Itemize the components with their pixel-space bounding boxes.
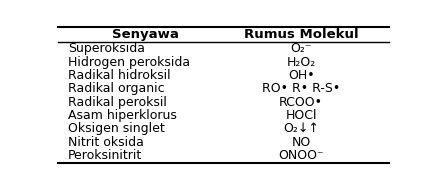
Text: H₂O₂: H₂O₂ [286, 56, 316, 69]
Text: RCOO•: RCOO• [279, 96, 323, 109]
Text: Nitrit oksida: Nitrit oksida [68, 136, 144, 149]
Text: Peroksinitrit: Peroksinitrit [68, 149, 142, 162]
Text: Asam hiperklorus: Asam hiperklorus [68, 109, 177, 122]
Text: RO• R• R-S•: RO• R• R-S• [262, 82, 340, 96]
Text: Senyawa: Senyawa [112, 28, 179, 41]
Text: Radikal peroksil: Radikal peroksil [68, 96, 167, 109]
Text: Rumus Molekul: Rumus Molekul [244, 28, 358, 41]
Text: O₂↓↑: O₂↓↑ [283, 122, 319, 136]
Text: OH•: OH• [288, 69, 314, 82]
Text: Superoksida: Superoksida [68, 42, 145, 55]
Text: HOCl: HOCl [286, 109, 317, 122]
Text: O₂⁻: O₂⁻ [290, 42, 312, 55]
Text: Oksigen singlet: Oksigen singlet [68, 122, 165, 136]
Text: Radikal organic: Radikal organic [68, 82, 165, 96]
Text: Radikal hidroksil: Radikal hidroksil [68, 69, 170, 82]
Text: NO: NO [292, 136, 311, 149]
Text: ONOO⁻: ONOO⁻ [278, 149, 324, 162]
Text: Hidrogen peroksida: Hidrogen peroksida [68, 56, 190, 69]
